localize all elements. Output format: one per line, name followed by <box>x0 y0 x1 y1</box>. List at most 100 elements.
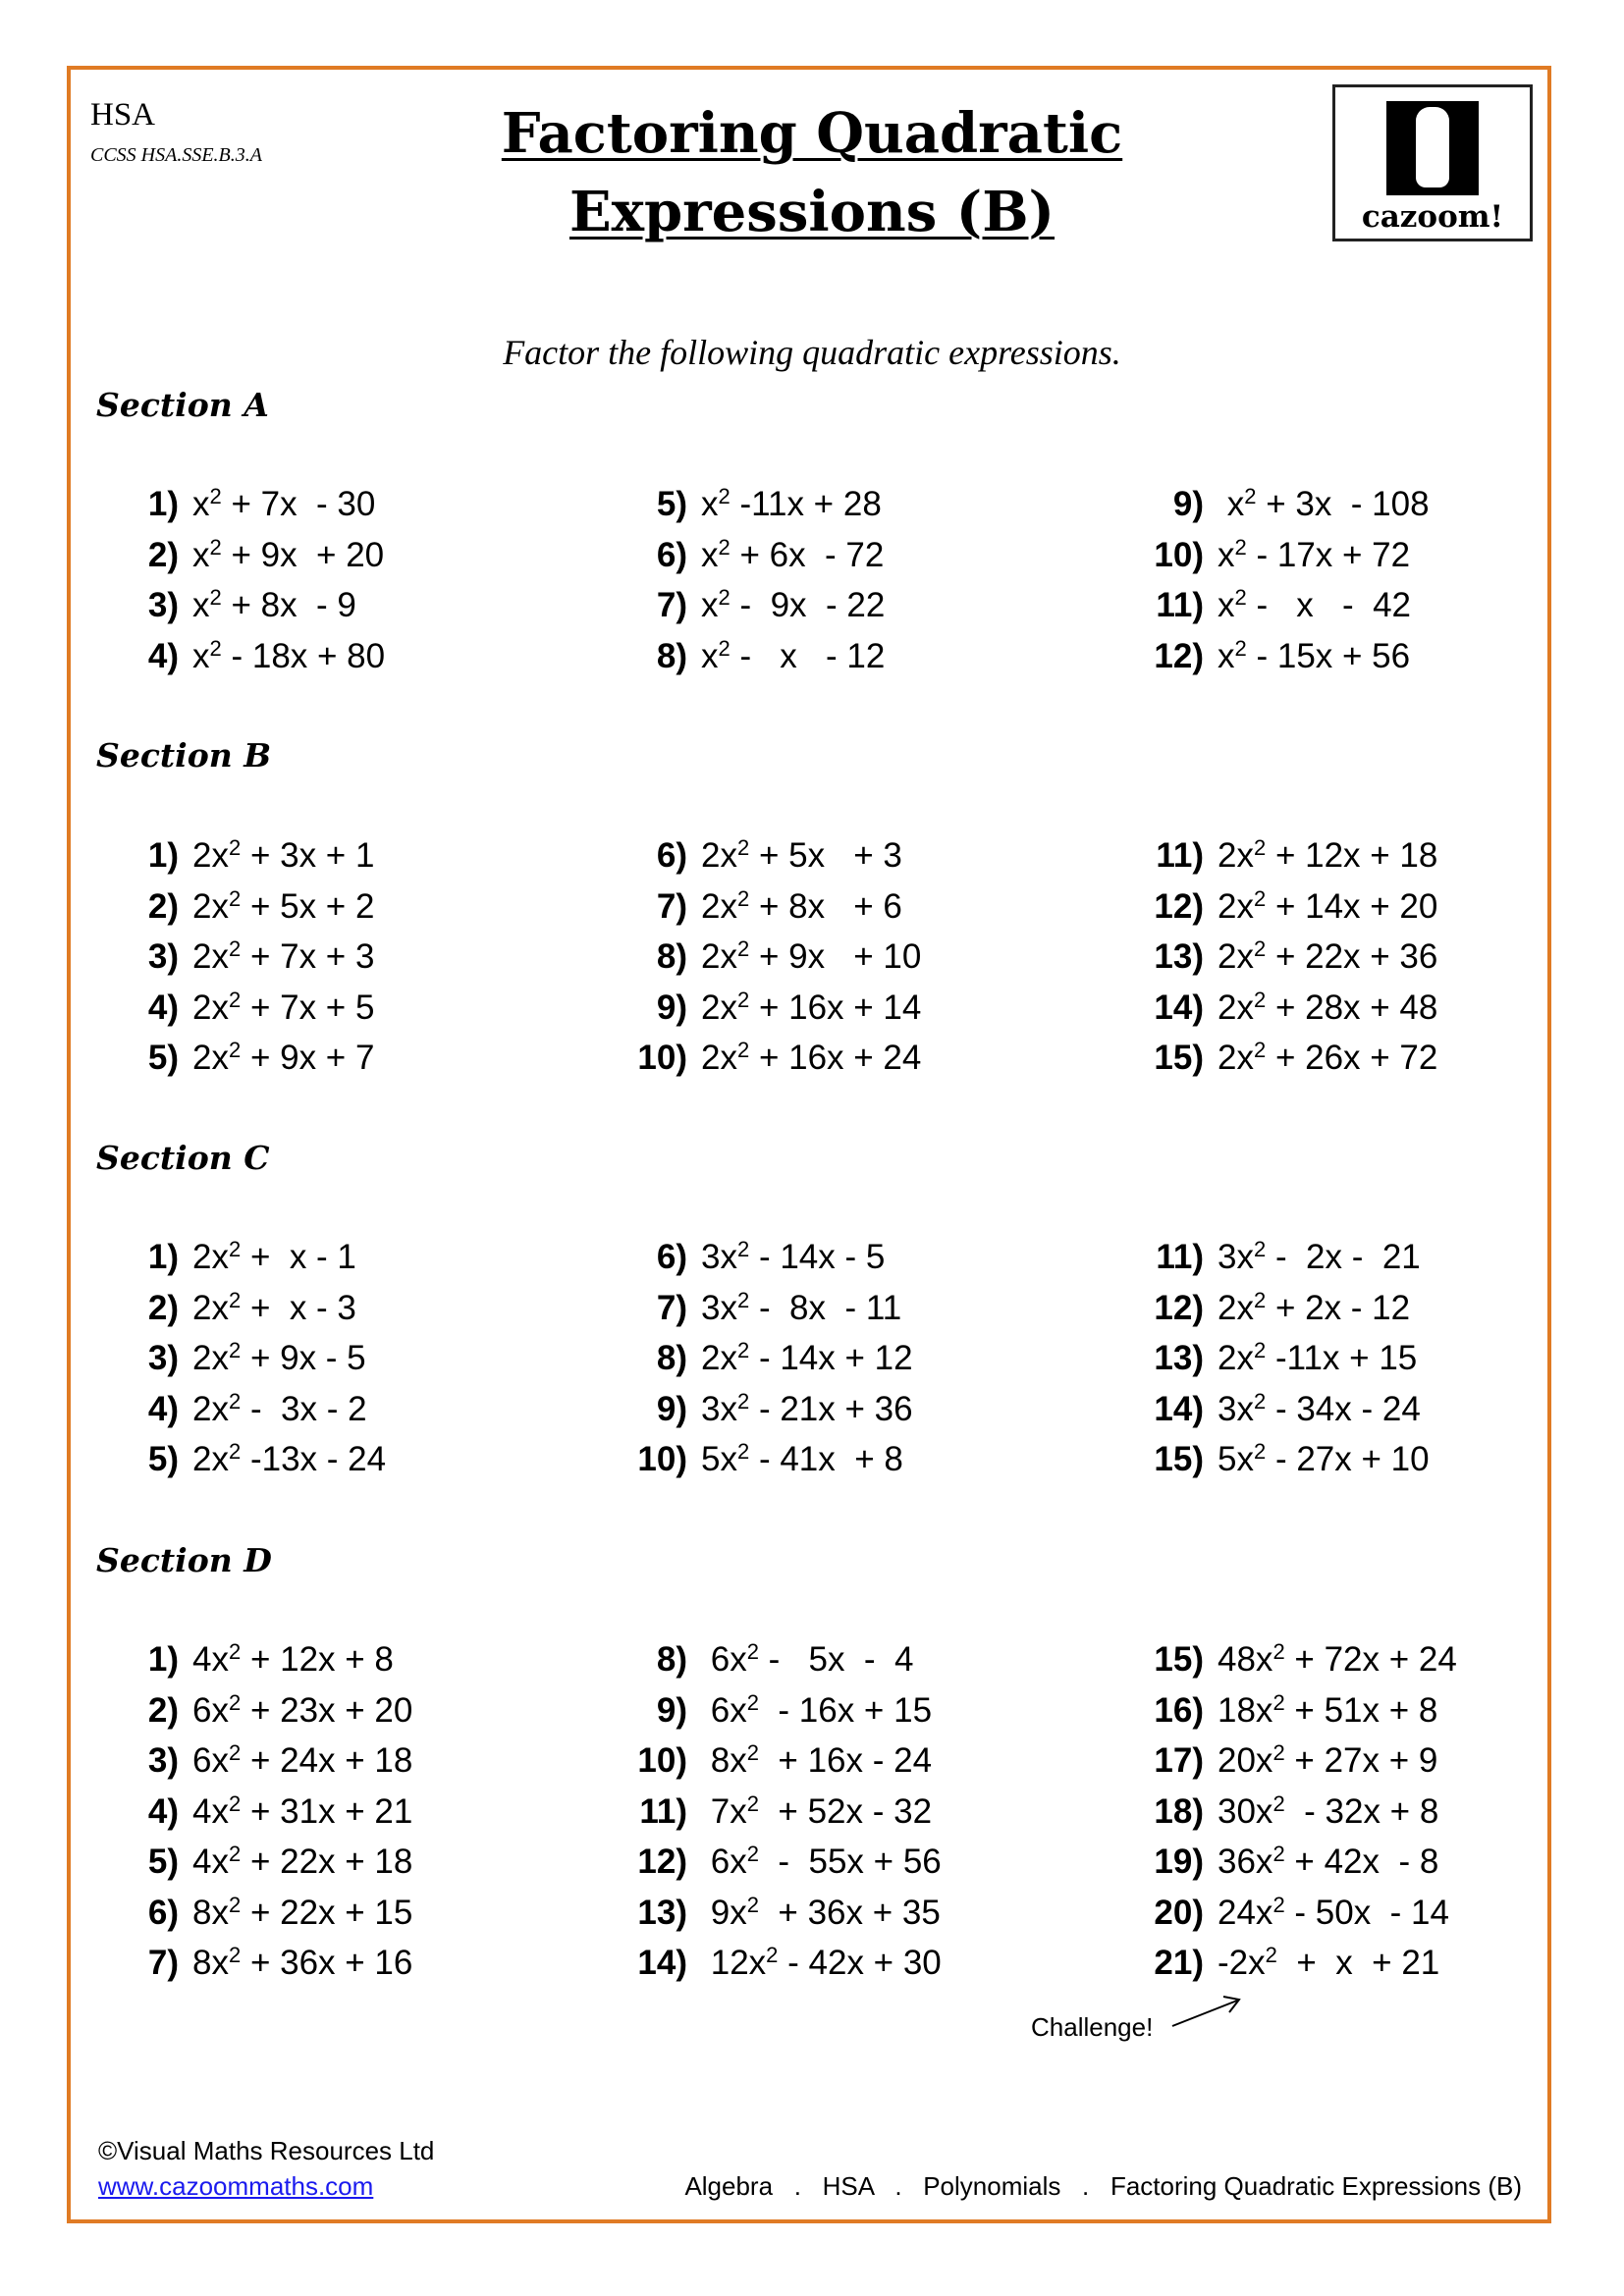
problem-expression: 3x2 - 34x - 24 <box>1218 1390 1421 1429</box>
remaining-terms: + 6x - 72 <box>730 536 885 574</box>
problem-expression: 36x2 + 42x - 8 <box>1218 1842 1438 1882</box>
problem-expression: 3x2 - 21x + 36 <box>701 1390 913 1429</box>
leading-term: 2x <box>1218 988 1254 1027</box>
problem-number: 15) <box>1154 1440 1204 1478</box>
problem-expression: 2x2 + 7x + 3 <box>192 937 374 977</box>
leading-term: 2x <box>701 1339 737 1377</box>
problem-number: 15) <box>1154 1640 1204 1679</box>
exponent: 2 <box>766 1943 779 1967</box>
problem-number: 1) <box>147 1640 179 1679</box>
problem-item: 3) 2x2 + 7x + 3 <box>100 937 375 977</box>
remaining-terms: - 15x + 56 <box>1246 637 1411 675</box>
exponent: 2 <box>736 1338 750 1362</box>
remaining-terms: - 16x + 15 <box>758 1691 933 1730</box>
remaining-terms: + 23x + 20 <box>241 1691 413 1730</box>
problem-number: 11) <box>1156 1238 1204 1276</box>
remaining-terms: + 5x + 3 <box>749 836 902 875</box>
remaining-terms: + 8x - 9 <box>221 586 356 624</box>
leading-term: 3x <box>1218 1390 1254 1428</box>
cazoom-logo: cazoom! <box>1332 84 1533 241</box>
problem-expression: x2 -11x + 28 <box>701 485 882 524</box>
exponent: 2 <box>209 484 222 508</box>
remaining-terms: - 8x - 11 <box>749 1289 902 1327</box>
problem-expression: 5x2 - 41x + 8 <box>701 1440 903 1479</box>
leading-term: x <box>701 485 719 523</box>
remaining-terms: - 9x - 22 <box>730 586 886 624</box>
problem-item: 1) 2x2 + x - 1 <box>100 1238 356 1277</box>
remaining-terms: + 36x + 16 <box>241 1944 413 1982</box>
problem-item: 13) 2x2 -11x + 15 <box>1125 1339 1417 1378</box>
problem-expression: 8x2 + 36x + 16 <box>192 1944 412 1983</box>
problem-item: 3) x2 + 8x - 9 <box>100 586 356 625</box>
title-line-1: Factoring Quadratic <box>501 101 1123 166</box>
leading-term: x <box>192 485 210 523</box>
remaining-terms: - 32x + 8 <box>1284 1792 1439 1831</box>
remaining-terms: - 34x - 24 <box>1266 1390 1421 1428</box>
remaining-terms: + 16x + 24 <box>749 1039 922 1077</box>
exponent: 2 <box>736 886 750 911</box>
problem-expression: 2x2 + 9x + 7 <box>192 1039 374 1078</box>
exponent: 2 <box>746 1740 759 1765</box>
problem-item: 21) -2x2 + x + 21 <box>1125 1944 1439 1983</box>
leading-term: 2x <box>1218 1289 1254 1327</box>
problem-expression: 2x2 + 9x - 5 <box>192 1339 366 1378</box>
leading-term: 2x <box>701 937 737 976</box>
problem-number: 12) <box>637 1842 687 1881</box>
problem-number: 4) <box>147 637 179 675</box>
remaining-terms: + 26x + 72 <box>1266 1039 1438 1077</box>
remaining-terms: + 2x - 12 <box>1266 1289 1411 1327</box>
leading-term: 48x <box>1218 1640 1273 1679</box>
problem-item: 8) 2x2 + 9x + 10 <box>609 937 921 977</box>
problem-number: 10) <box>637 1741 687 1780</box>
exponent: 2 <box>228 1842 242 1866</box>
website-link[interactable]: www.cazoommaths.com <box>98 2171 374 2201</box>
remaining-terms: + 3x + 1 <box>241 836 375 875</box>
remaining-terms: + 12x + 18 <box>1266 836 1438 875</box>
problem-expression: 2x2 + 5x + 3 <box>701 836 902 876</box>
exponent: 2 <box>228 1639 242 1664</box>
course-label: HSA <box>90 97 156 133</box>
problem-expression: 2x2 + 26x + 72 <box>1218 1039 1437 1078</box>
problem-expression: 2x2 + 12x + 18 <box>1218 836 1437 876</box>
problem-item: 9) 6x2 - 16x + 15 <box>609 1691 932 1731</box>
remaining-terms: + 31x + 21 <box>241 1792 413 1831</box>
leading-term: x <box>1218 586 1235 624</box>
problem-number: 11) <box>1156 836 1204 875</box>
remaining-terms: - 50x - 14 <box>1284 1894 1449 1932</box>
leading-term: 2x <box>192 836 229 875</box>
remaining-terms: + 42x - 8 <box>1284 1842 1439 1881</box>
problem-item: 3) 2x2 + 9x - 5 <box>100 1339 366 1378</box>
remaining-terms: -11x + 28 <box>730 485 882 523</box>
leading-term: 20x <box>1218 1741 1273 1780</box>
logo-text: cazoom! <box>1361 199 1504 235</box>
exponent: 2 <box>1272 1791 1285 1816</box>
leading-term: 2x <box>192 1289 229 1327</box>
problem-item: 9) 3x2 - 21x + 36 <box>609 1390 913 1429</box>
leading-term: 3x <box>701 1289 737 1327</box>
problem-number: 5) <box>147 1842 179 1881</box>
leading-term: 2x <box>1218 836 1254 875</box>
problem-expression: 4x2 + 31x + 21 <box>192 1792 412 1832</box>
section-heading: Section D <box>96 1541 272 1579</box>
page-border <box>67 66 1551 2223</box>
remaining-terms: - 18x + 80 <box>221 637 386 675</box>
problem-expression: 2x2 - 14x + 12 <box>701 1339 913 1378</box>
problem-number: 6) <box>147 1894 179 1932</box>
remaining-terms: + 9x - 5 <box>241 1339 366 1377</box>
leading-term: 2x <box>701 836 737 875</box>
exponent: 2 <box>736 1439 750 1464</box>
problem-item: 7) 3x2 - 8x - 11 <box>609 1289 901 1328</box>
leading-term: 2x <box>192 988 229 1027</box>
problem-number: 8) <box>656 937 687 976</box>
leading-term: 2x <box>701 988 737 1027</box>
problem-number: 7) <box>656 586 687 624</box>
problem-item: 11) 7x2 + 52x - 32 <box>609 1792 932 1832</box>
leading-term: 2x <box>1218 1339 1254 1377</box>
section-heading: Section C <box>96 1139 270 1177</box>
problem-item: 7) 8x2 + 36x + 16 <box>100 1944 412 1983</box>
remaining-terms: - 3x - 2 <box>241 1390 367 1428</box>
leading-term: x <box>1218 485 1245 523</box>
leading-term: 8x <box>192 1894 229 1932</box>
remaining-terms: + 72x + 24 <box>1284 1640 1457 1679</box>
remaining-terms: + 8x + 6 <box>749 887 902 926</box>
